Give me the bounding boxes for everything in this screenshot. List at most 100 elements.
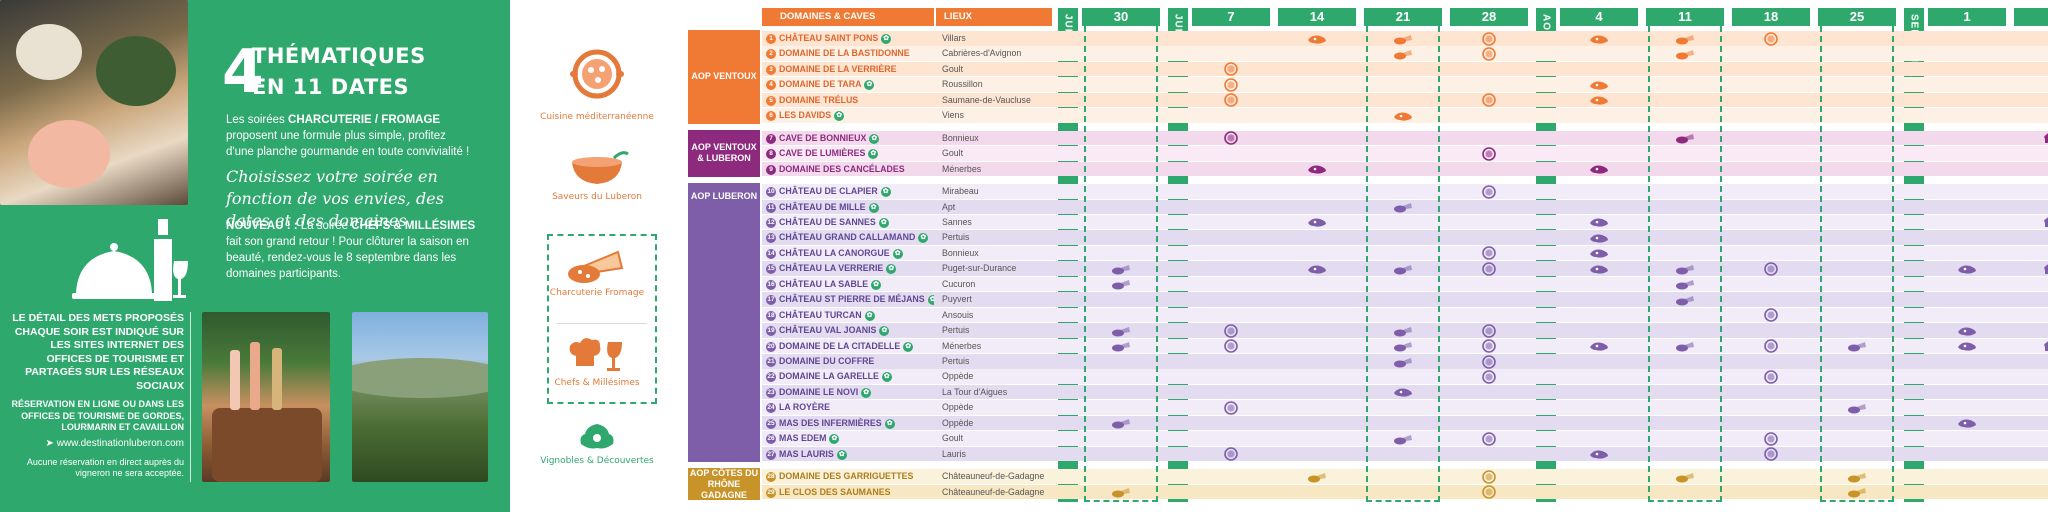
domain-label: Mas Edem xyxy=(779,433,827,444)
row-band xyxy=(762,161,2048,177)
month-label: AOUT xyxy=(1541,14,1552,46)
intro-paragraph: Les soirées CHARCUTERIE / FROMAGE propos… xyxy=(226,114,470,158)
info-block: Le détail des mets proposés chaque soir … xyxy=(4,312,184,480)
domain-name[interactable]: 5 Domaine Trélus xyxy=(762,93,934,108)
paella-icon xyxy=(1220,78,1242,97)
chef-wine-icon xyxy=(2042,215,2048,234)
place-name: Cabrières-d'Avignon xyxy=(942,48,1022,59)
row-band xyxy=(762,77,2048,92)
chef-wine-icon xyxy=(2042,339,2048,358)
cheese-icon xyxy=(1846,339,1868,358)
row-band xyxy=(762,245,2048,261)
domain-label: Domaine Le Novi xyxy=(779,386,859,397)
legend-label: Cuisine méditerranéenne xyxy=(540,112,654,122)
website-link[interactable]: ➤ www.destinationluberon.com xyxy=(45,437,184,449)
domain-label: Cave de Lumières xyxy=(779,148,866,159)
cheese-icon xyxy=(1674,32,1696,51)
domain-label: Mas Lauris xyxy=(779,448,834,459)
legend-label: Vignobles & Découvertes xyxy=(540,456,654,466)
domain-name[interactable]: 1 Château Saint Pons ✿ xyxy=(762,31,934,46)
place-name: Viens xyxy=(942,110,964,121)
paella-icon xyxy=(1478,370,1500,389)
paella-icon xyxy=(1220,447,1242,466)
vignobles-badge-icon: ✿ xyxy=(878,217,889,228)
domain-name[interactable]: 14 Château La Canorgue ✿ xyxy=(762,246,934,261)
food-photo xyxy=(0,0,188,205)
vignobles-badge-icon: ✿ xyxy=(918,233,929,244)
row-band xyxy=(762,415,2048,431)
domain-name[interactable]: 29 Le Clos des Saumanes xyxy=(762,485,934,500)
domain-name[interactable]: 13 Château Grand Callamand ✿ xyxy=(762,230,934,245)
vignobles-badge-icon: ✿ xyxy=(869,133,880,144)
domain-name[interactable]: 4 Domaine de Tara ✿ xyxy=(762,77,934,92)
paella-icon xyxy=(1478,47,1500,66)
charcuterie-icon xyxy=(1392,385,1414,404)
place-name: Goult xyxy=(942,63,964,74)
row-number: 7 xyxy=(766,133,776,144)
date-header: 18 xyxy=(1732,8,1810,26)
domain-name[interactable]: 27 Mas Lauris ✿ xyxy=(762,447,934,462)
domain-name[interactable]: 11 Château de Mille ✿ xyxy=(762,200,934,215)
domain-name[interactable]: 16 Château La Sable ✿ xyxy=(762,277,934,292)
domain-name[interactable]: 21 Domaine du Coffre xyxy=(762,354,934,369)
cheese-icon xyxy=(1392,432,1414,451)
dashed-column-frame xyxy=(1820,26,1894,503)
cheese-icon xyxy=(1392,47,1414,66)
charcuterie-icon xyxy=(1956,339,1978,358)
cheese-icon xyxy=(1392,324,1414,343)
domain-label: Les Davids xyxy=(779,110,832,121)
domain-name[interactable]: 22 Domaine La Garelle ✿ xyxy=(762,369,934,384)
month-label: JUIN xyxy=(1062,14,1074,41)
headline-dates: EN 11 DATES xyxy=(252,75,410,99)
row-number: 10 xyxy=(766,187,776,198)
row-number: 6 xyxy=(766,111,776,122)
domain-label: Château de Clapier xyxy=(779,186,878,197)
chef-wine-icon xyxy=(2042,131,2048,150)
place-name: Roussillon xyxy=(942,79,983,90)
chef-wine-icon xyxy=(2042,262,2048,281)
domain-name[interactable]: 10 Château de Clapier ✿ xyxy=(762,184,934,199)
chef-wine-icon xyxy=(569,338,622,371)
domain-name[interactable]: 24 La Royère xyxy=(762,400,934,415)
domain-name[interactable]: 28 Domaine des Garriguettes xyxy=(762,469,934,484)
row-number: 29 xyxy=(766,487,776,498)
wine-barrel-photo xyxy=(202,312,330,482)
domain-name[interactable]: 2 Domaine de la Bastidonne xyxy=(762,46,934,61)
legend-saveurs: Saveurs du Luberon xyxy=(512,146,682,202)
domain-name[interactable]: 15 Château La Verrerie ✿ xyxy=(762,261,934,276)
domain-name[interactable]: 20 Domaine de la Citadelle ✿ xyxy=(762,339,934,354)
paella-icon xyxy=(1220,131,1242,150)
paella-icon xyxy=(1478,261,1500,281)
domain-name[interactable]: 19 Château Val Joanis ✿ xyxy=(762,323,934,338)
place-name: Lauris xyxy=(942,448,966,459)
domain-name[interactable]: 8 Cave de Lumières ✿ xyxy=(762,146,934,161)
charcuterie-icon xyxy=(1306,215,1328,234)
domain-name[interactable]: 6 Les Davids ✿ xyxy=(762,108,934,123)
domain-name[interactable]: 3 Domaine de la Verrière xyxy=(762,62,934,77)
domain-name[interactable]: 12 Château de Sannes ✿ xyxy=(762,215,934,230)
aop-label: AOP CÔTES DU RHÔNE GADAGNE xyxy=(688,467,760,501)
domain-label: Domaine de la Bastidonne xyxy=(779,48,910,59)
date-header: 8 xyxy=(2014,8,2048,26)
domain-name[interactable]: 23 Domaine Le Novi ✿ xyxy=(762,385,934,400)
cheese-icon xyxy=(1846,470,1868,489)
cheese-icon xyxy=(1392,355,1414,374)
domain-label: Domaine Trélus xyxy=(779,94,859,105)
legend-new-frame xyxy=(547,234,657,404)
domain-name[interactable]: 26 Mas Edem ✿ xyxy=(762,431,934,446)
domain-label: Domaine des Cancélades xyxy=(779,163,905,174)
cheese-icon xyxy=(1392,32,1414,51)
paella-icon xyxy=(1478,246,1500,265)
domain-name[interactable]: 25 Mas des Infermières ✿ xyxy=(762,416,934,431)
charcuterie-icon xyxy=(1588,32,1610,51)
domain-name[interactable]: 18 Château Turcan ✿ xyxy=(762,308,934,323)
cheese-icon xyxy=(1674,293,1696,312)
cheese-icon xyxy=(1110,262,1132,281)
cheese-icon xyxy=(1674,277,1696,296)
domain-name[interactable]: 9 Domaine des Cancélades xyxy=(762,162,934,177)
paella-icon xyxy=(1478,469,1500,489)
legend-label: Saveurs du Luberon xyxy=(552,192,642,202)
legend-vignobles: Vignobles & Découvertes xyxy=(512,420,682,466)
domain-name[interactable]: 7 Cave de Bonnieux ✿ xyxy=(762,131,934,146)
domain-name[interactable]: 17 Château St Pierre de Méjans ✿ xyxy=(762,292,934,307)
